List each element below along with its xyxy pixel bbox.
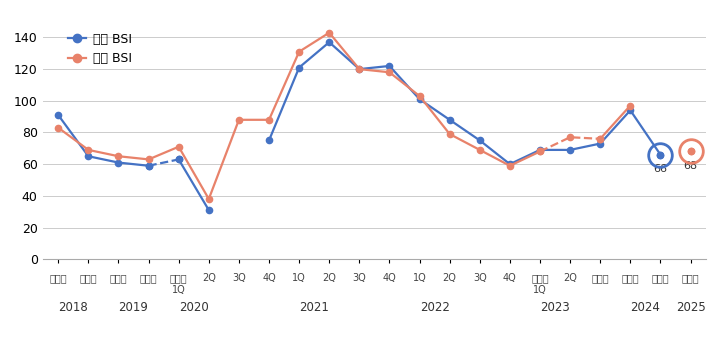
Text: 상반기: 상반기	[621, 274, 639, 283]
Text: 2022: 2022	[420, 301, 449, 314]
Text: 1Q: 1Q	[533, 285, 547, 295]
Text: 하반기: 하반기	[652, 274, 670, 283]
Text: 하반기: 하반기	[79, 274, 97, 283]
Text: 68: 68	[683, 161, 698, 171]
Text: 2023: 2023	[540, 301, 570, 314]
Text: 상반기: 상반기	[50, 274, 67, 283]
Text: 2018: 2018	[58, 301, 88, 314]
Text: 1Q: 1Q	[172, 285, 186, 295]
Text: 2024: 2024	[631, 301, 660, 314]
Text: 1Q: 1Q	[413, 274, 426, 283]
Text: 상반기: 상반기	[531, 274, 549, 283]
Text: 하반기: 하반기	[140, 274, 158, 283]
Text: 2021: 2021	[300, 301, 329, 314]
Text: 2025: 2025	[675, 301, 706, 314]
Text: 3Q: 3Q	[353, 274, 366, 283]
Text: 상반기: 상반기	[109, 274, 127, 283]
Text: 4Q: 4Q	[382, 274, 396, 283]
Legend: 현황 BSI, 전망 BSI: 현황 BSI, 전망 BSI	[63, 28, 137, 70]
Text: 하반기: 하반기	[591, 274, 609, 283]
Text: 상반기: 상반기	[170, 274, 187, 283]
Text: 2019: 2019	[119, 301, 148, 314]
Text: 2Q: 2Q	[563, 274, 577, 283]
Text: 2020: 2020	[179, 301, 209, 314]
Text: 66: 66	[654, 164, 667, 174]
Text: 상반기: 상반기	[682, 274, 699, 283]
Text: 4Q: 4Q	[503, 274, 517, 283]
Text: 2Q: 2Q	[443, 274, 456, 283]
Text: 4Q: 4Q	[262, 274, 276, 283]
Text: 1Q: 1Q	[292, 274, 306, 283]
Text: 2Q: 2Q	[323, 274, 336, 283]
Text: 3Q: 3Q	[232, 274, 246, 283]
Text: 2Q: 2Q	[202, 274, 216, 283]
Text: 3Q: 3Q	[473, 274, 487, 283]
